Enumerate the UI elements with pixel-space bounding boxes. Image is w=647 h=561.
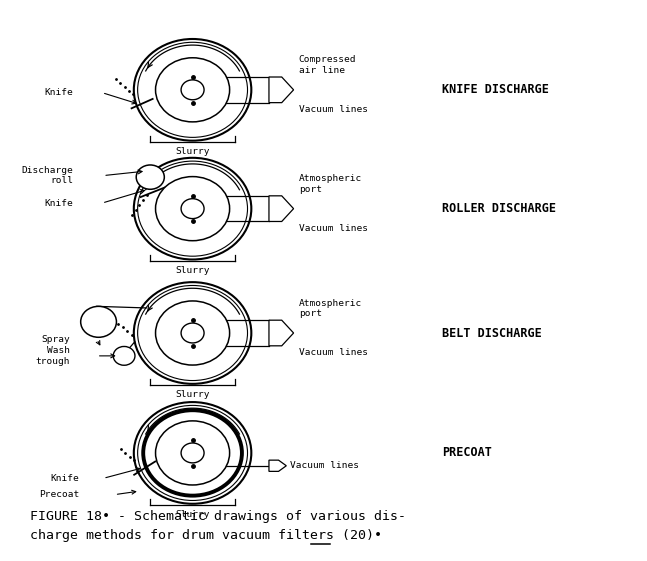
Text: Compressed
air line: Compressed air line	[299, 56, 356, 75]
Text: Vacuum lines: Vacuum lines	[299, 224, 367, 233]
Text: Vacuum lines: Vacuum lines	[299, 348, 367, 357]
Polygon shape	[269, 320, 294, 346]
Circle shape	[155, 301, 230, 365]
Text: Slurry: Slurry	[175, 511, 210, 519]
Text: Atmospheric
port: Atmospheric port	[299, 298, 362, 318]
Circle shape	[155, 421, 230, 485]
Text: ROLLER DISCHARGE: ROLLER DISCHARGE	[442, 202, 556, 215]
Text: PRECOAT: PRECOAT	[442, 447, 492, 459]
Circle shape	[113, 347, 135, 365]
Polygon shape	[269, 460, 287, 471]
Text: Vacuum lines: Vacuum lines	[289, 461, 358, 470]
Circle shape	[181, 323, 204, 343]
Text: Wash
trough: Wash trough	[36, 346, 70, 366]
Text: Slurry: Slurry	[175, 147, 210, 156]
Circle shape	[138, 286, 248, 380]
Text: BELT DISCHARGE: BELT DISCHARGE	[442, 327, 542, 339]
Text: Atmospheric
port: Atmospheric port	[299, 174, 362, 194]
Circle shape	[155, 58, 230, 122]
Text: Spray: Spray	[41, 334, 70, 343]
Circle shape	[143, 410, 242, 495]
Circle shape	[181, 199, 204, 219]
Text: KNIFE DISCHARGE: KNIFE DISCHARGE	[442, 84, 549, 96]
Text: Knife: Knife	[45, 199, 73, 208]
Polygon shape	[269, 196, 294, 222]
Circle shape	[81, 306, 116, 337]
Text: Knife: Knife	[50, 474, 80, 483]
Circle shape	[181, 443, 204, 463]
Text: Vacuum lines: Vacuum lines	[299, 105, 367, 114]
Circle shape	[138, 406, 248, 500]
Circle shape	[137, 165, 164, 189]
Circle shape	[155, 177, 230, 241]
Circle shape	[181, 80, 204, 100]
Circle shape	[138, 42, 248, 137]
Text: Slurry: Slurry	[175, 390, 210, 399]
Text: Discharge
roll: Discharge roll	[21, 166, 73, 185]
Text: FIGURE 18• - Schematic drawings of various dis-
charge methods for drum vacuum f: FIGURE 18• - Schematic drawings of vario…	[30, 511, 406, 542]
Text: Slurry: Slurry	[175, 266, 210, 275]
Circle shape	[138, 161, 248, 256]
Text: Knife: Knife	[45, 88, 73, 97]
Polygon shape	[269, 77, 294, 103]
Text: Precoat: Precoat	[39, 490, 80, 499]
